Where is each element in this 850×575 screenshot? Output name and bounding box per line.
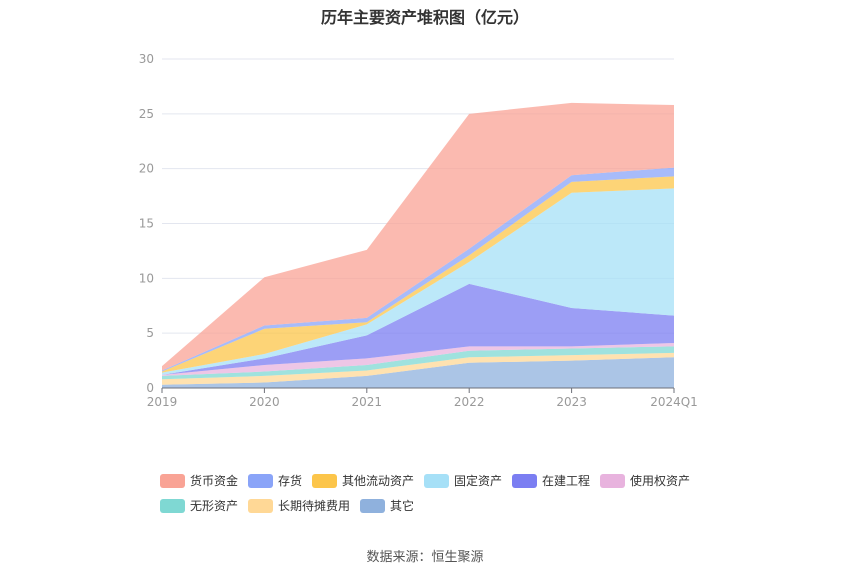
legend-label-other-current-assets: 其他流动资产 xyxy=(342,474,415,488)
legend-swatch-other xyxy=(360,498,385,513)
legend-item-prepaid[interactable]: 长期待摊费用 xyxy=(248,497,350,514)
legend-swatch-intangible xyxy=(160,498,185,513)
chart-title: 历年主要资产堆积图（亿元） xyxy=(320,8,529,27)
legend-label-other: 其它 xyxy=(390,499,415,513)
legend-label-inventory: 存货 xyxy=(278,474,303,488)
legend-item-right-of-use[interactable]: 使用权资产 xyxy=(600,472,690,489)
area-series-0 xyxy=(162,357,674,388)
y-tick-label: 20 xyxy=(139,162,154,176)
x-tick-label: 2023 xyxy=(556,395,587,409)
legend-item-other-current-assets[interactable]: 其他流动资产 xyxy=(312,472,414,489)
x-tick-label: 2019 xyxy=(147,395,178,409)
area-series-8 xyxy=(162,102,674,371)
legend-swatch-cash xyxy=(160,473,185,488)
y-tick-label: 0 xyxy=(146,381,154,395)
y-tick-label: 30 xyxy=(139,52,154,66)
legend-label-intangible: 无形资产 xyxy=(190,499,239,513)
legend-swatch-inventory xyxy=(248,473,273,488)
legend-swatch-prepaid xyxy=(248,498,273,513)
legend-label-right-of-use: 使用权资产 xyxy=(630,474,691,488)
legend-swatch-construction xyxy=(512,473,537,488)
legend-item-construction[interactable]: 在建工程 xyxy=(512,472,590,489)
legend-item-intangible[interactable]: 无形资产 xyxy=(160,497,238,514)
legend-item-inventory[interactable]: 存货 xyxy=(248,472,302,489)
legend-label-construction: 在建工程 xyxy=(542,474,591,488)
y-tick-label: 15 xyxy=(139,217,154,231)
legend-item-cash[interactable]: 货币资金 xyxy=(160,472,238,489)
stacked-area-chart: 0 5 10 15 20 25 30 2019 2020 2021 2022 2023 2024Q1 xyxy=(139,52,698,409)
legend-item-fixed-assets[interactable]: 固定资产 xyxy=(424,472,502,489)
x-tick-label: 2022 xyxy=(454,395,485,409)
legend-item-other[interactable]: 其它 xyxy=(360,497,414,514)
area-series-4 xyxy=(162,283,674,375)
area-series-2 xyxy=(162,346,674,380)
legend-swatch-fixed-assets xyxy=(424,473,449,488)
area-series-1 xyxy=(162,352,674,385)
legend-swatch-right-of-use xyxy=(600,473,625,488)
legend-label-prepaid: 长期待摊费用 xyxy=(278,499,351,513)
legend-label-cash: 货币资金 xyxy=(190,474,239,488)
x-tick-label: 2020 xyxy=(249,395,280,409)
legend-swatch-other-current-assets xyxy=(312,473,337,488)
y-tick-label: 5 xyxy=(146,326,154,340)
area-series-5 xyxy=(162,188,674,375)
area-series-3 xyxy=(162,343,674,376)
legend-label-fixed-assets: 固定资产 xyxy=(454,474,503,488)
x-tick-label: 2021 xyxy=(352,395,383,409)
x-tick-label: 2024Q1 xyxy=(650,395,698,409)
data-source: 数据来源：恒生聚源 xyxy=(366,550,484,565)
y-tick-label: 25 xyxy=(139,107,154,121)
y-tick-label: 10 xyxy=(139,271,154,285)
area-series-6 xyxy=(162,176,674,373)
